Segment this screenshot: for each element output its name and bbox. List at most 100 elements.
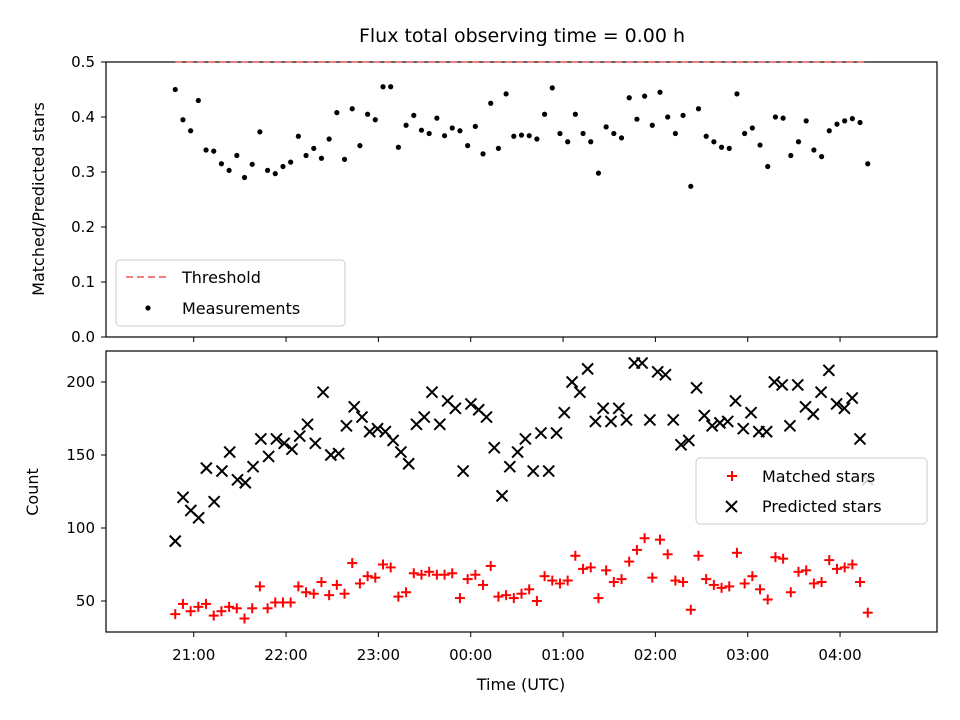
matched-point xyxy=(585,562,596,573)
matched-point xyxy=(701,574,712,585)
top-y-tick-label: 0.4 xyxy=(71,108,95,126)
predicted-point xyxy=(596,402,610,415)
matched-point xyxy=(408,568,419,579)
measurement-point xyxy=(395,144,401,150)
matched-point xyxy=(762,594,773,605)
matched-point xyxy=(516,588,527,599)
measurement-point xyxy=(365,111,371,117)
matched-point xyxy=(547,575,558,586)
measurement-point xyxy=(280,163,286,170)
measurement-point xyxy=(611,130,617,137)
matched-point xyxy=(785,587,796,598)
predicted-point xyxy=(558,406,571,419)
measurement-point xyxy=(334,110,340,116)
predicted-point xyxy=(698,409,711,422)
predicted-point xyxy=(200,461,213,475)
matched-point xyxy=(308,588,319,599)
predicted-point xyxy=(838,402,851,415)
matched-point xyxy=(462,574,473,585)
measurement-point xyxy=(765,163,771,170)
predicted-point xyxy=(332,447,345,460)
measurement-point xyxy=(557,130,563,137)
predicted-point xyxy=(542,464,555,478)
measurement-point xyxy=(649,122,655,128)
matched-point xyxy=(562,575,573,586)
measurement-point xyxy=(434,115,440,121)
measurement-point xyxy=(411,112,417,118)
measurement-point xyxy=(626,95,632,101)
measurement-point xyxy=(203,147,209,153)
matched-point xyxy=(755,584,766,595)
measurement-point xyxy=(695,106,702,112)
measurement-point xyxy=(234,152,240,159)
matched-point xyxy=(578,563,589,574)
measurement-point xyxy=(388,84,394,90)
measurement-point xyxy=(826,128,832,134)
matched-point xyxy=(224,601,235,612)
measurement-point xyxy=(588,139,594,145)
measurement-point xyxy=(541,111,548,117)
predicted-point xyxy=(371,422,384,435)
matched-legend-label: Matched stars xyxy=(762,467,875,486)
predicted-legend-swatch xyxy=(725,500,738,513)
matched-point xyxy=(454,593,465,604)
matched-point xyxy=(401,587,412,598)
x-tick-label: 22:00 xyxy=(264,646,307,664)
bottom-legend-box xyxy=(695,457,928,525)
measurement-point xyxy=(818,154,825,160)
measurement-point xyxy=(772,114,779,120)
x-tick-label: 00:00 xyxy=(449,646,492,664)
predicted-point xyxy=(418,410,431,424)
predicted-point xyxy=(573,386,587,399)
measurement-point xyxy=(264,167,271,173)
matched-point xyxy=(655,534,665,545)
predicted-point xyxy=(425,386,439,399)
measurement-point xyxy=(665,114,671,120)
matched-point xyxy=(362,571,373,582)
predicted-point xyxy=(807,407,820,421)
measurements-legend-label: Measurements xyxy=(182,299,300,318)
measurement-point xyxy=(642,93,648,99)
measurement-point xyxy=(734,91,740,97)
measurement-point xyxy=(534,136,540,142)
predicted-point xyxy=(488,441,501,454)
matched-point xyxy=(378,559,388,570)
matched-point xyxy=(170,609,181,620)
measurement-point xyxy=(318,155,325,161)
measurement-point xyxy=(303,152,309,159)
predicted-point xyxy=(495,489,509,503)
matched-point xyxy=(839,562,850,573)
measurement-point xyxy=(465,143,471,149)
predicted-point xyxy=(721,415,734,428)
measurement-point xyxy=(257,129,263,135)
top-y-tick-label: 0.1 xyxy=(71,273,95,291)
predicted-point xyxy=(449,402,462,415)
matched-point xyxy=(301,587,312,598)
matched-point xyxy=(493,591,504,602)
measurement-point xyxy=(495,145,502,151)
measurement-point xyxy=(511,133,517,139)
top-legend: Threshold Measurements xyxy=(115,259,346,327)
measurement-point xyxy=(403,122,409,128)
measurements-legend-swatch xyxy=(145,305,151,311)
x-tick-label: 23:00 xyxy=(357,646,400,664)
measurement-point xyxy=(518,132,525,138)
matched-point xyxy=(647,572,658,583)
measurement-point xyxy=(311,145,317,151)
matched-point xyxy=(670,575,681,586)
matched-point xyxy=(778,553,789,564)
predicted-point xyxy=(316,386,330,399)
predicted-point xyxy=(254,432,268,446)
x-tick-label: 21:00 xyxy=(172,646,215,664)
predicted-point xyxy=(775,378,789,392)
matched-point xyxy=(347,558,358,569)
matched-point xyxy=(293,581,304,592)
top-y-tick-label: 0.5 xyxy=(71,53,95,71)
measurement-point xyxy=(618,135,625,141)
bottom-y-tick-label: 200 xyxy=(66,373,95,391)
matched-point xyxy=(201,598,212,609)
matched-point xyxy=(216,606,227,617)
matched-point xyxy=(393,591,404,602)
matched-point xyxy=(831,563,842,574)
